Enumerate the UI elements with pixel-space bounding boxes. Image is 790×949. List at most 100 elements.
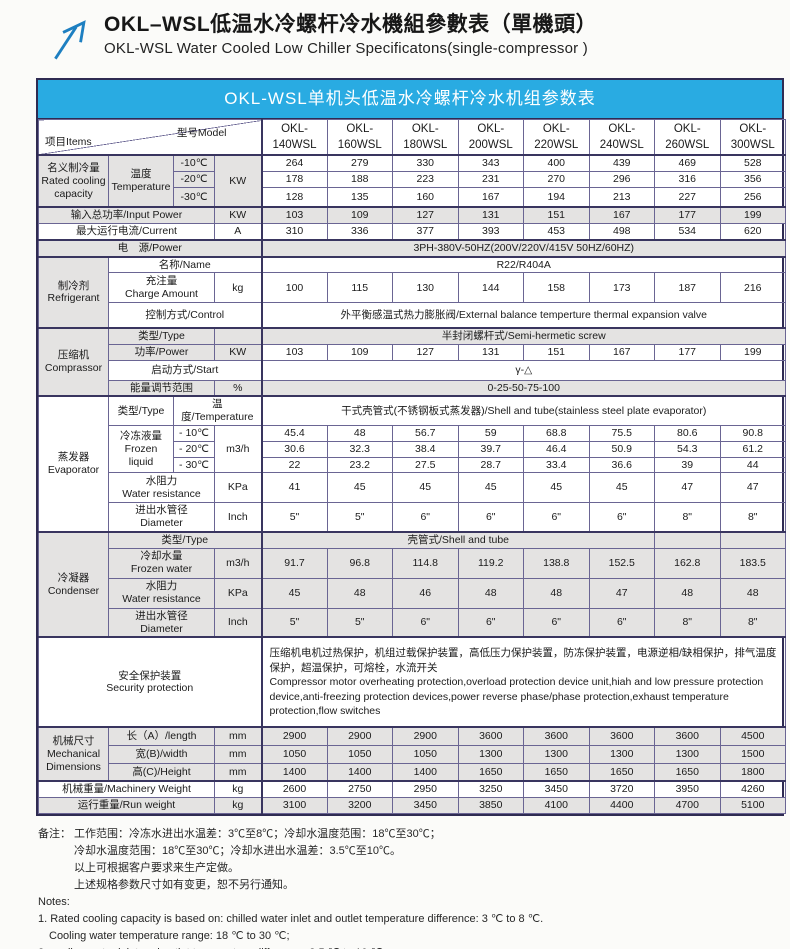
row-label: 名称/Name bbox=[108, 255, 262, 274]
table-cell: 127 bbox=[392, 206, 459, 225]
table-cell: 2900 bbox=[326, 726, 393, 746]
table-cell: 4500 bbox=[719, 726, 786, 746]
table-cell: 45 bbox=[523, 472, 590, 504]
table-cell: 75.5 bbox=[588, 424, 655, 442]
table-cell: 45.4 bbox=[260, 424, 328, 442]
table-cell: 22 bbox=[260, 456, 328, 474]
table-row: 冷冻液量 Frozen liquid - 10℃ m3/h 45.4 48 56.7 59 6… bbox=[39, 424, 786, 474]
table-cell: 48 bbox=[654, 577, 721, 609]
table-cell: 534 bbox=[654, 223, 721, 241]
table-cell: 109 bbox=[326, 206, 393, 225]
model-header: OKL- 200WSL bbox=[457, 119, 524, 156]
table-row: 电 源/Power 3PH-380V-50HZ(200V/220V/415V 50… bbox=[38, 238, 786, 258]
model-header: OKL- 260WSL bbox=[654, 119, 721, 156]
table-cell: 3850 bbox=[457, 797, 524, 814]
unit-cell: mm bbox=[214, 726, 262, 746]
table-cell: 296 bbox=[588, 170, 655, 188]
table-cell: 199 bbox=[719, 206, 786, 225]
row-label: 进出水管径 Diameter bbox=[108, 607, 215, 638]
row-label: 类型/Type bbox=[108, 326, 215, 345]
note-line: 以上可根据客户要求来生产定做。 bbox=[74, 862, 239, 875]
table-cell: 5" bbox=[326, 502, 393, 533]
table-cell: 160 bbox=[392, 186, 459, 208]
unit-cell: Inch bbox=[214, 502, 262, 533]
notes-section: 备注： 工作范围：冷冻水进出水温差：3℃至8℃；冷却水温度范围：18℃至30℃；… bbox=[38, 826, 790, 949]
row-label: 高(C)/Height bbox=[108, 762, 215, 782]
table-cell: 47 bbox=[719, 472, 786, 504]
table-row: 水阻力 Water resistance KPa 41 45 45 45 45 45 47 47 bbox=[39, 472, 786, 504]
table-cell: 498 bbox=[588, 223, 655, 241]
row-label: 安全保护装置 Security protection bbox=[38, 636, 262, 728]
table-cell: 1050 bbox=[260, 744, 328, 764]
unit-cell: % bbox=[214, 379, 262, 397]
table-cell: 39 bbox=[654, 456, 721, 474]
table-cell: 620 bbox=[719, 223, 786, 241]
table-cell: 144 bbox=[457, 272, 524, 304]
row-label: 冷凝器 Condenser bbox=[38, 530, 109, 638]
table-cell: 114.8 bbox=[392, 547, 459, 579]
table-cell: 279 bbox=[326, 154, 393, 172]
security-protection-text: 压缩机电机过热保护，机组过载保护装置，高低压力保护装置，防冻保护装置，电源逆相/… bbox=[260, 636, 786, 728]
note-line: 上述规格参数尺寸如有变更，恕不另行通知。 bbox=[74, 879, 294, 892]
row-label: 电 源/Power bbox=[38, 238, 262, 258]
row-label: 长（A）/length bbox=[108, 726, 215, 746]
model-header: OKL- 220WSL bbox=[523, 119, 590, 156]
table-cell: 48 bbox=[326, 577, 393, 609]
row-label: 输入总功率/Input Power bbox=[38, 206, 215, 225]
spec-table-grid: 项目Items 型号Model OKL- 140WSL OKL- 160WSL OKL-… bbox=[38, 119, 786, 814]
table-cell: 90.8 bbox=[719, 424, 786, 442]
table-cell: R22/R404A bbox=[260, 255, 786, 274]
table-cell: 28.7 bbox=[457, 456, 524, 474]
row-label: -30℃ bbox=[173, 186, 215, 208]
table-cell: 528 bbox=[719, 154, 786, 172]
page-title: OKL–WSL低温水冷螺杆冷水機組參數表（單機頭） bbox=[104, 13, 598, 36]
note-line: 冷却水温度范围：18℃至30℃；冷却水进出水温差：3.5℃至10℃。 bbox=[74, 844, 401, 857]
table-cell: 177 bbox=[654, 343, 721, 361]
table-cell: 453 bbox=[523, 223, 590, 241]
table-cell: 131 bbox=[457, 206, 524, 225]
table-cell: 131 bbox=[457, 343, 524, 361]
row-label: 机械重量/Machinery Weight bbox=[38, 780, 215, 799]
table-cell: 1650 bbox=[457, 762, 524, 782]
row-label: 控制方式/Control bbox=[108, 302, 262, 329]
table-cell: 47 bbox=[654, 472, 721, 504]
table-cell: 45 bbox=[326, 472, 393, 504]
table-cell: 343 bbox=[457, 154, 524, 172]
table-cell: 5" bbox=[260, 607, 328, 638]
table-cell: 6" bbox=[457, 502, 524, 533]
table-cell: 1400 bbox=[260, 762, 328, 782]
table-cell: 469 bbox=[654, 154, 721, 172]
table-cell: 4700 bbox=[654, 797, 721, 814]
table-cell: 1650 bbox=[523, 762, 590, 782]
table-cell: 54.3 bbox=[654, 440, 721, 458]
table-cell: 270 bbox=[523, 170, 590, 188]
model-header: OKL- 140WSL bbox=[260, 119, 328, 156]
table-row: 机械重量/Machinery Weight kg 2600 2750 2950 3250 3… bbox=[38, 780, 786, 799]
table-cell: 1050 bbox=[392, 744, 459, 764]
page-subtitle: OKL-WSL Water Cooled Low Chiller Specifi… bbox=[104, 40, 588, 58]
table-cell: 48 bbox=[523, 577, 590, 609]
table-row: 运行重量/Run weight kg 3100 3200 3450 3850 4100 440… bbox=[38, 797, 786, 814]
table-cell: 213 bbox=[588, 186, 655, 208]
table-cell: 5100 bbox=[719, 797, 786, 814]
table-cell: 199 bbox=[719, 343, 786, 361]
table-cell: 151 bbox=[523, 343, 590, 361]
row-label: 压缩机 Comprassor bbox=[38, 326, 109, 397]
table-row: 蒸发器 Evaporator 类型/Type 温度/Temperature 干式壳管式… bbox=[38, 395, 786, 533]
table-cell: 152.5 bbox=[588, 547, 655, 579]
table-cell: 127 bbox=[392, 343, 459, 361]
row-label: 温度/Temperature bbox=[173, 395, 262, 426]
table-cell: 61.2 bbox=[719, 440, 786, 458]
table-cell: 6" bbox=[588, 607, 655, 638]
table-cell: 135 bbox=[326, 186, 393, 208]
table-cell: 100 bbox=[260, 272, 328, 304]
table-cell: 439 bbox=[588, 154, 655, 172]
note-line: 备注： 工作范围：冷冻水进出水温差：3℃至8℃；冷却水温度范围：18℃至30℃； bbox=[38, 827, 441, 840]
table-cell bbox=[654, 530, 721, 549]
table-cell: 48 bbox=[326, 424, 393, 442]
note-line: Cooling water temperature range: 18 ℃ to… bbox=[49, 930, 290, 943]
table-cell: 96.8 bbox=[326, 547, 393, 579]
table-cell: 46.4 bbox=[523, 440, 590, 458]
table-cell: 1400 bbox=[392, 762, 459, 782]
